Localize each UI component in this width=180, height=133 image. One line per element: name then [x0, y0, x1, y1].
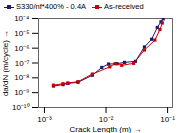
svg-text:10⁻³: 10⁻³: [37, 115, 52, 124]
svg-text:Crack Length (m) →: Crack Length (m) →: [69, 125, 141, 133]
html-text:S330/nf*400% - 0.4A: S330/nf*400% - 0.4A: [16, 2, 87, 11]
svg-text:10⁻¹: 10⁻¹: [160, 115, 175, 124]
svg-text:10⁻¹⁰: 10⁻¹⁰: [12, 103, 30, 112]
svg-text:10⁻⁸: 10⁻⁸: [14, 73, 29, 82]
svg-text:10⁻⁴: 10⁻⁴: [14, 14, 30, 23]
svg-text:10⁻²: 10⁻²: [99, 115, 114, 124]
svg-text:10⁻⁶: 10⁻⁶: [14, 44, 29, 53]
svg-text:10⁻⁷: 10⁻⁷: [15, 59, 30, 68]
svg-text:da/dN (m/cycle) →: da/dN (m/cycle) →: [1, 30, 10, 96]
html-text:As-received: As-received: [104, 2, 144, 11]
svg-text:10⁻⁹: 10⁻⁹: [14, 88, 29, 97]
svg-text:10⁻⁵: 10⁻⁵: [14, 29, 29, 38]
